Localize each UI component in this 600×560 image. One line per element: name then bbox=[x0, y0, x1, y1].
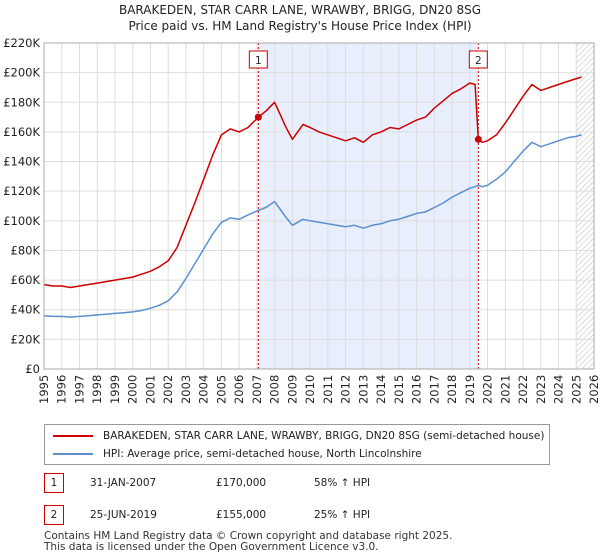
y-tick-label: £40K bbox=[11, 303, 41, 317]
sale-price: £155,000 bbox=[216, 509, 267, 521]
x-tick-label: 2012 bbox=[339, 375, 353, 404]
sale-point bbox=[254, 113, 262, 121]
legend-label-hpi: HPI: Average price, semi-detached house,… bbox=[103, 448, 422, 460]
y-tick-label: £20K bbox=[11, 332, 41, 346]
footer: Contains HM Land Registry data © Crown c… bbox=[44, 531, 564, 553]
x-tick-label: 2008 bbox=[268, 375, 282, 404]
y-tick-label: £120K bbox=[3, 184, 40, 198]
sale-marker-label: 2 bbox=[475, 55, 482, 67]
y-tick-label: £100K bbox=[3, 214, 40, 228]
x-tick-label: 2015 bbox=[392, 375, 406, 404]
x-tick-label: 2021 bbox=[498, 375, 512, 404]
licence-text: This data is licensed under the Open Gov… bbox=[44, 541, 379, 553]
x-tick-label: 2000 bbox=[126, 375, 140, 404]
y-tick-label: £160K bbox=[3, 125, 40, 139]
price-chart: 1 2 £0 £20K £40K £60K £80K £100K £120K £140K £160K… bbox=[3, 36, 600, 404]
y-tick-label: £140K bbox=[3, 155, 40, 169]
x-tick-label: 1997 bbox=[72, 375, 86, 404]
sale-marker: 2 bbox=[44, 505, 64, 525]
x-tick-label: 2017 bbox=[427, 375, 441, 404]
x-tick-label: 2007 bbox=[250, 375, 264, 404]
sale-date: 25-JUN-2019 bbox=[90, 509, 157, 521]
x-tick-label: 2004 bbox=[197, 375, 211, 404]
chart-subtitle: Price paid vs. HM Land Registry's House … bbox=[128, 19, 472, 33]
x-tick-label: 1999 bbox=[108, 375, 122, 404]
x-tick-label: 2026 bbox=[587, 375, 600, 404]
x-tick-label: 2005 bbox=[214, 375, 228, 404]
legend-item-property: BARAKEDEN, STAR CARR LANE, WRAWBY, BRIGG… bbox=[53, 428, 544, 444]
x-tick-label: 2023 bbox=[534, 375, 548, 404]
x-tick-label: 2018 bbox=[445, 375, 459, 404]
y-tick-label: £200K bbox=[3, 66, 40, 80]
ownership-shading bbox=[258, 43, 479, 369]
legend: BARAKEDEN, STAR CARR LANE, WRAWBY, BRIGG… bbox=[44, 424, 550, 465]
sale-hpi-change: 58% ↑ HPI bbox=[314, 477, 371, 489]
sale-marker-box bbox=[248, 50, 268, 69]
x-tick-label: 2010 bbox=[303, 375, 317, 404]
y-tick-label: £60K bbox=[11, 273, 41, 287]
x-tick-label: 1998 bbox=[90, 375, 104, 404]
x-tick-label: 2003 bbox=[179, 375, 193, 404]
sale-price: £170,000 bbox=[216, 477, 267, 489]
legend-label-property: BARAKEDEN, STAR CARR LANE, WRAWBY, BRIGG… bbox=[103, 430, 545, 442]
sale-marker: 1 bbox=[44, 473, 64, 493]
x-tick-label: 2019 bbox=[463, 375, 477, 404]
x-tick-label: 2009 bbox=[285, 375, 299, 404]
sale-marker-label: 1 bbox=[255, 55, 262, 67]
x-tick-label: 2002 bbox=[161, 375, 175, 404]
chart-title: BARAKEDEN, STAR CARR LANE, WRAWBY, BRIGG… bbox=[118, 3, 482, 17]
x-tick-label: 2011 bbox=[321, 375, 335, 404]
sale-hpi-change: 25% ↑ HPI bbox=[314, 509, 371, 521]
legend-line-hpi bbox=[53, 453, 93, 455]
y-tick-label: £80K bbox=[11, 243, 41, 257]
sale-date: 31-JAN-2007 bbox=[90, 477, 157, 489]
y-tick-label: £0 bbox=[25, 362, 40, 376]
y-tick-label: £220K bbox=[3, 36, 40, 50]
plot-frame bbox=[43, 42, 595, 370]
x-tick-label: 1995 bbox=[37, 375, 51, 404]
sale-point bbox=[474, 135, 482, 143]
property-price-line bbox=[43, 76, 582, 289]
x-tick-label: 2024 bbox=[552, 375, 566, 404]
hpi-line bbox=[43, 134, 582, 318]
legend-item-hpi: HPI: Average price, semi-detached house,… bbox=[53, 446, 422, 462]
x-tick-label: 2006 bbox=[232, 375, 246, 404]
x-tick-label: 2022 bbox=[516, 375, 530, 404]
x-tick-label: 2001 bbox=[143, 375, 157, 404]
x-tick-label: 1996 bbox=[55, 375, 69, 404]
x-tick-label: 2014 bbox=[374, 375, 388, 404]
sale-marker-box bbox=[468, 50, 488, 69]
x-tick-label: 2020 bbox=[481, 375, 495, 404]
legend-line-property bbox=[53, 435, 93, 437]
y-tick-label: £180K bbox=[3, 95, 40, 109]
forecast-hatch bbox=[576, 43, 594, 369]
x-tick-label: 2016 bbox=[410, 375, 424, 404]
x-tick-label: 2025 bbox=[569, 375, 583, 404]
copyright-text: Contains HM Land Registry data © Crown c… bbox=[44, 530, 453, 542]
x-tick-label: 2013 bbox=[356, 375, 370, 404]
